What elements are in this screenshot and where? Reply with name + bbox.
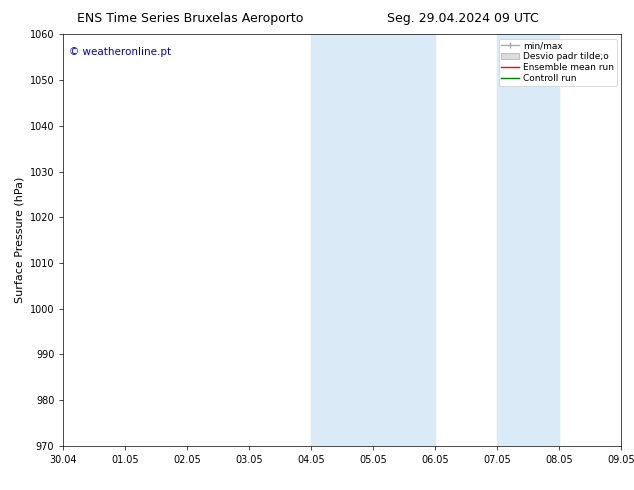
- Text: © weatheronline.pt: © weatheronline.pt: [69, 47, 171, 57]
- Text: Seg. 29.04.2024 09 UTC: Seg. 29.04.2024 09 UTC: [387, 12, 539, 25]
- Y-axis label: Surface Pressure (hPa): Surface Pressure (hPa): [14, 177, 24, 303]
- Text: ENS Time Series Bruxelas Aeroporto: ENS Time Series Bruxelas Aeroporto: [77, 12, 304, 25]
- Bar: [311, 34, 436, 446]
- Legend: min/max, Desvio padr tilde;o, Ensemble mean run, Controll run: min/max, Desvio padr tilde;o, Ensemble m…: [499, 39, 617, 86]
- Bar: [497, 34, 559, 446]
